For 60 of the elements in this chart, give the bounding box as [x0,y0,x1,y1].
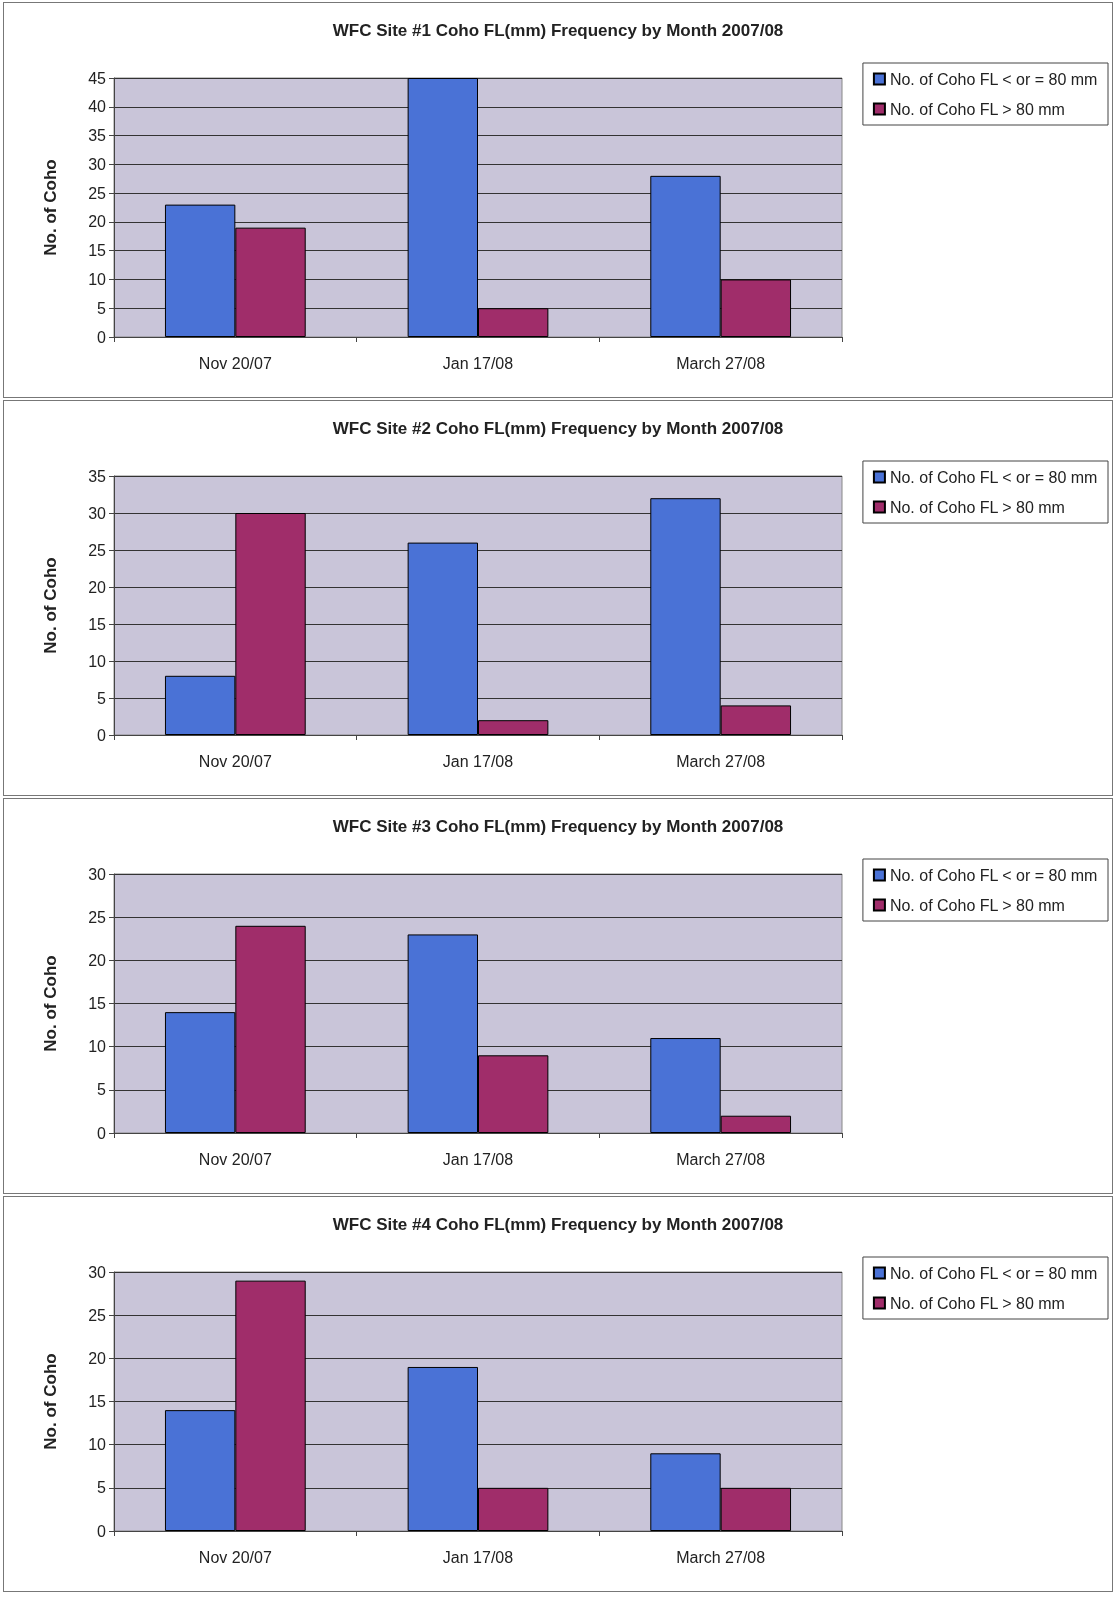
y-tick-label: 30 [88,865,107,883]
legend-label: No. of Coho FL < or = 80 mm [889,468,1098,486]
x-tick-label: Jan 17/08 [442,1150,514,1168]
x-tick-label: March 27/08 [676,752,766,770]
x-tick-label: March 27/08 [676,354,766,372]
chart-title: WFC Site #4 Coho FL(mm) Frequency by Month 2007/08 [332,1215,784,1234]
y-tick-label: 30 [88,504,107,522]
chart-title: WFC Site #3 Coho FL(mm) Frequency by Month 2007/08 [332,817,784,836]
y-axis-title: No. of Coho [41,159,60,256]
legend-label: No. of Coho FL > 80 mm [889,1294,1065,1312]
y-axis-title: No. of Coho [41,557,60,654]
x-tick-label: Nov 20/07 [198,752,272,770]
y-tick-label: 10 [88,1038,107,1056]
y-tick-label: 0 [97,1522,107,1540]
y-tick-label: 15 [88,242,107,260]
x-tick-label: Jan 17/08 [442,354,514,372]
y-tick-label: 5 [97,299,107,317]
chart-title: WFC Site #1 Coho FL(mm) Frequency by Month 2007/08 [332,21,784,40]
y-tick-label: 40 [88,98,107,116]
y-tick-label: 25 [88,1306,107,1324]
y-tick-label: 30 [88,155,107,173]
x-tick-label: Nov 20/07 [198,354,272,372]
chart-title: WFC Site #2 Coho FL(mm) Frequency by Month 2007/08 [332,419,784,438]
y-tick-label: 25 [88,908,107,926]
legend-label: No. of Coho FL > 80 mm [889,498,1065,516]
y-tick-label: 15 [88,1393,107,1410]
y-tick-label: 5 [97,1479,107,1497]
y-tick-label: 10 [88,1436,107,1454]
y-axis-title: No. of Coho [41,955,60,1052]
y-tick-label: 5 [97,689,107,707]
y-tick-label: 30 [88,1263,107,1281]
y-tick-label: 0 [97,328,107,346]
y-tick-label: 25 [88,184,107,202]
y-tick-label: 15 [88,995,107,1012]
x-tick-label: March 27/08 [676,1150,766,1168]
y-tick-label: 15 [88,615,107,633]
x-tick-label: March 27/08 [676,1548,766,1566]
y-tick-label: 5 [97,1081,107,1099]
y-axis-title: No. of Coho [41,1353,60,1450]
x-tick-label: Jan 17/08 [442,1548,514,1566]
legend-label: No. of Coho FL < or = 80 mm [889,1264,1098,1282]
y-tick-label: 35 [88,467,107,485]
y-tick-label: 0 [97,1124,107,1142]
legend-label: No. of Coho FL < or = 80 mm [889,70,1098,88]
x-tick-label: Jan 17/08 [442,752,514,770]
x-tick-label: Nov 20/07 [198,1548,272,1566]
legend-label: No. of Coho FL < or = 80 mm [889,866,1098,884]
y-tick-label: 10 [88,652,107,670]
y-tick-label: 45 [88,69,107,87]
y-tick-label: 20 [88,951,107,969]
y-tick-label: 20 [88,1349,107,1367]
y-tick-label: 20 [88,578,107,596]
legend-label: No. of Coho FL > 80 mm [889,896,1065,914]
y-tick-label: 20 [88,213,107,231]
legend-label: No. of Coho FL > 80 mm [889,100,1065,118]
y-tick-label: 10 [88,270,107,288]
y-tick-label: 35 [88,127,107,145]
y-tick-label: 0 [97,726,107,744]
x-tick-label: Nov 20/07 [198,1150,272,1168]
y-tick-label: 25 [88,541,107,559]
